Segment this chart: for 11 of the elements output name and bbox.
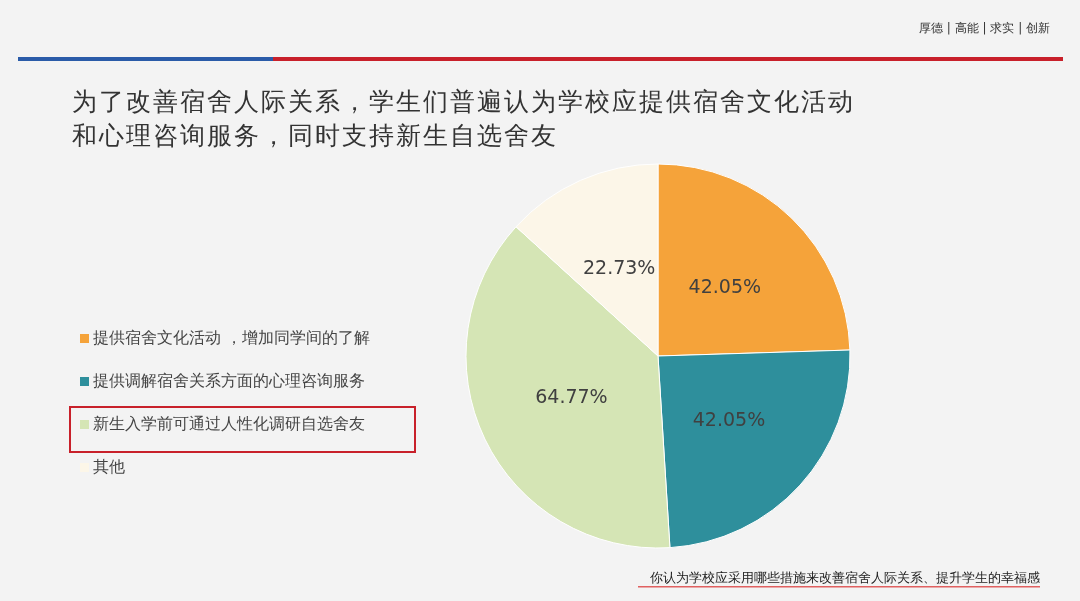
legend-label: 其他 (93, 457, 125, 476)
chart-title: 为了改善宿舍人际关系，学生们普遍认为学校应提供宿舍文化活动和心理咨询服务，同时支持新生自选舍友 (72, 87, 855, 150)
text: 你认为学校应采用哪些措施来改善宿舍人际关系、提升学生的幸福感 (649, 570, 1040, 585)
data-label: 42.05% (692, 408, 766, 431)
data-label: 64.77% (535, 385, 608, 408)
data-label: 22.73% (582, 255, 656, 278)
legend-label: 新生入学前可通过人性化调研自选舍友 (93, 414, 365, 433)
text: 厚德 | 高能 | 求实 | 创新 (918, 21, 1050, 35)
legend-label: 提供调解宿舍关系方面的心理咨询服务 (93, 371, 365, 390)
data-label: 42.05% (688, 274, 762, 297)
legend-label: 提供宿舍文化活动 ，增加同学间的了解 (93, 328, 371, 347)
